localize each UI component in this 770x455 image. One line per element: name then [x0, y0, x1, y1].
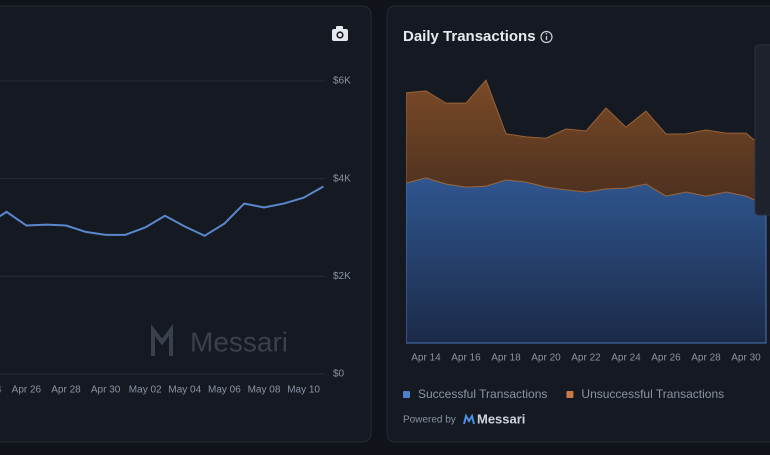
powered-by: Powered by [403, 415, 456, 426]
x-tick-label: May 02 [129, 385, 162, 396]
y-tick-label: $0 [333, 369, 345, 380]
x-tick-label: Apr 14 [411, 353, 441, 364]
tooltip [754, 44, 770, 216]
camera-icon[interactable] [332, 26, 348, 41]
x-tick-label: Apr 22 [571, 353, 601, 364]
right-chart: Apr 14 Apr 16 Apr 18 Apr 20 Apr 22 Apr 24 Apr … [403, 79, 767, 401]
info-icon[interactable] [540, 30, 553, 44]
plot [406, 79, 767, 344]
legend-swatch [566, 391, 574, 398]
x-tick-label: Apr 26 [651, 353, 681, 364]
x-tick-label: Apr 16 [451, 353, 481, 364]
y-tick-label: $2K [333, 271, 351, 282]
x-tick-label: Apr 28 [691, 353, 721, 364]
legend-label: Unsuccessful Transactions [581, 387, 724, 401]
left-panel [0, 5, 372, 443]
x-tick-label: Apr 24 [611, 353, 641, 364]
brand-logo [463, 413, 475, 425]
brand: Messari [477, 411, 525, 426]
x-tick-label: Apr 28 [51, 385, 81, 396]
x-tick-label: Apr 26 [12, 385, 42, 396]
x-tick-label: Apr 20 [531, 353, 561, 364]
x-tick-label: Apr 30 [731, 353, 761, 364]
y-tick-label: $4K [333, 173, 351, 184]
x-tick-label: Apr 24 [0, 385, 2, 396]
watermark-logo [151, 324, 173, 356]
legend-swatch [403, 391, 410, 398]
watermark: Messari [190, 326, 288, 357]
x-tick-label: Apr 30 [91, 385, 121, 396]
x-tick-label: May 04 [168, 385, 201, 396]
y-tick-label: $6K [333, 76, 351, 87]
line [0, 185, 324, 237]
x-tick-label: May 10 [287, 385, 320, 396]
x-tick-label: May 08 [248, 385, 281, 396]
x-tick-label: May 06 [208, 385, 241, 396]
x-tick-label: Apr 18 [491, 353, 521, 364]
chart-title: Daily Transactions [403, 28, 536, 45]
legend-label: Successful Transactions [418, 387, 547, 401]
area [406, 177, 767, 344]
left-chart: $0 $2K $4K $6K Apr 24 Apr 26 Apr 28 Apr 30 May 0… [0, 76, 351, 396]
